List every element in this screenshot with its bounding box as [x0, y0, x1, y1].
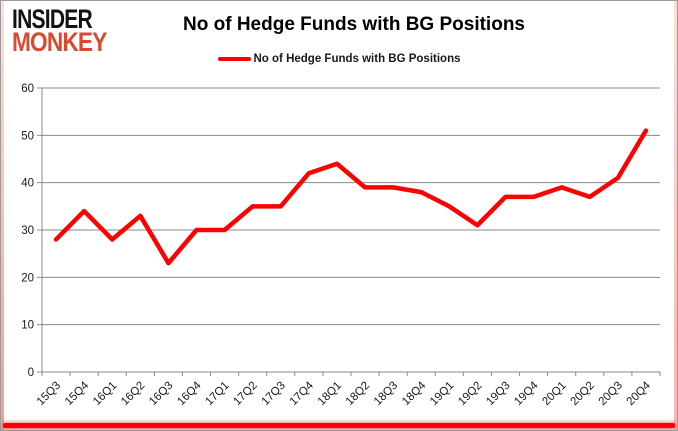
x-axis-label: 18Q2 — [344, 380, 372, 408]
legend-line-swatch — [217, 57, 251, 61]
x-axis-label: 20Q3 — [597, 380, 625, 408]
x-axis-label: 15Q3 — [35, 380, 63, 408]
x-axis-label: 17Q4 — [288, 379, 317, 408]
x-axis-label: 20Q2 — [569, 380, 597, 408]
x-axis-label: 20Q1 — [540, 380, 568, 408]
bottom-red-border — [3, 423, 675, 428]
x-axis-label: 18Q4 — [400, 379, 429, 408]
x-axis-label: 15Q4 — [63, 379, 92, 408]
legend-label: No of Hedge Funds with BG Positions — [253, 53, 461, 65]
x-axis-label: 17Q1 — [203, 380, 231, 408]
x-axis-label: 16Q3 — [147, 380, 175, 408]
x-axis-label: 20Q4 — [625, 379, 654, 408]
series-line-hedge-funds — [53, 128, 649, 266]
y-axis-label: 0 — [28, 367, 34, 379]
x-axis-label: 18Q3 — [372, 380, 400, 408]
x-axis-label: 19Q2 — [456, 380, 484, 408]
x-axis-label: 16Q2 — [119, 380, 147, 408]
x-axis-label: 19Q3 — [484, 380, 512, 408]
x-axis-label: 17Q3 — [260, 380, 288, 408]
insider-monkey-logo: INSIDER MONKEY — [12, 4, 125, 57]
y-axis-label: 50 — [21, 130, 34, 142]
chart-title: No of Hedge Funds with BG Positions — [183, 14, 525, 35]
x-axis-label: 16Q1 — [91, 380, 119, 408]
y-axis-label: 40 — [21, 178, 34, 190]
x-axis-label: 16Q4 — [175, 379, 204, 408]
x-axis-label: 17Q2 — [231, 380, 259, 408]
y-axis-label: 20 — [21, 272, 34, 284]
y-axis-label: 10 — [21, 320, 34, 332]
legend: No of Hedge Funds with BG Positions — [1, 53, 677, 65]
logo-monkey-text: MONKEY — [12, 27, 107, 57]
y-axis-label: 60 — [21, 83, 34, 95]
logo-insider-text: INSIDER — [12, 4, 93, 34]
x-axis-label: 19Q1 — [428, 380, 456, 408]
x-axis-label: 19Q4 — [512, 379, 541, 408]
x-axis-label: 18Q1 — [316, 380, 344, 408]
y-axis-label: 30 — [21, 225, 34, 237]
